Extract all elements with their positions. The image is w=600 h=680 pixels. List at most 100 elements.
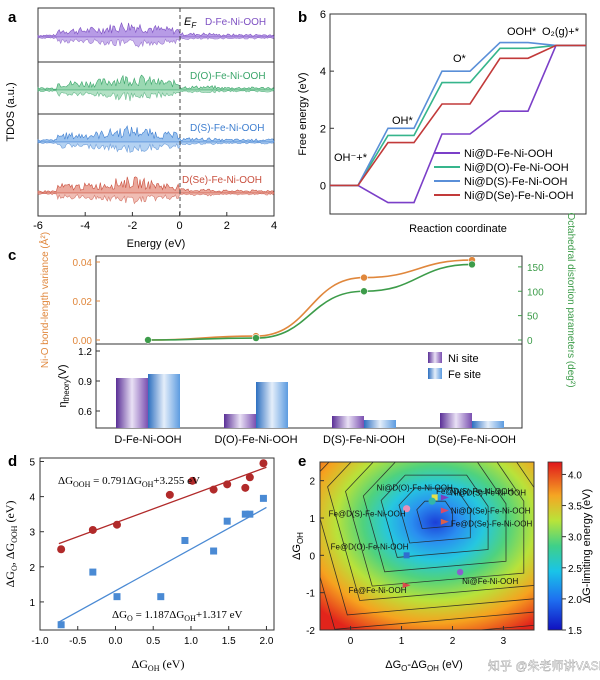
d-point-o: [181, 536, 189, 544]
c-legend-label-1: Fe site: [448, 369, 481, 381]
c-point-1: [252, 334, 260, 342]
panel-b-free-energy: 0 2 4 6 OH⁻+* OH* O* OOH* O₂(g)+* Ni@D-Fe-N…: [297, 9, 587, 235]
c-ytick-right-label: 0: [527, 336, 533, 347]
state-label-o: O*: [453, 53, 467, 65]
c-legend-label-0: Ni site: [448, 353, 479, 365]
panel-d-frame: [39, 457, 275, 631]
e-point-label: Ni@Fe-Ni-OOH: [462, 577, 518, 586]
c-point-0: [360, 273, 368, 282]
dos-spin-up-2: [37, 125, 275, 143]
e-xtick-label: 2: [450, 636, 456, 647]
e-contour: [398, 487, 471, 544]
c-ytick-right-label: 50: [527, 312, 539, 323]
panel-a-xlabel: Energy (eV): [127, 238, 186, 250]
e-xtick-label: 3: [501, 636, 507, 647]
panel-d-xlabel: ΔGOH (eV): [132, 657, 185, 673]
state-label-oh: OH*: [392, 115, 414, 127]
c-point-1: [468, 260, 476, 269]
colorbar-tick-label: 3.5: [568, 502, 582, 513]
panel-e-frame: [319, 461, 535, 631]
e-point-label: Fe@D(S)-Fe-Ni-OOH: [329, 510, 406, 519]
e-point-label: Fe@Fe-Ni-OOH: [349, 586, 407, 595]
panel-e-ylabel: ΔGOH: [291, 532, 305, 560]
eq-o: ΔGO = 1.187ΔGOH+1.317 eV: [112, 609, 242, 623]
e-point-marker: [403, 505, 411, 513]
d-ytick-label: 3: [29, 528, 35, 539]
e-ytick-label: -2: [306, 626, 315, 637]
d-point-ooh: [112, 520, 121, 529]
c-bar-ytick-label: 0.6: [78, 407, 92, 418]
c-category-label: D-Fe-Ni-OOH: [114, 434, 181, 446]
d-point-o: [241, 510, 249, 518]
c-bar-1-3: [472, 421, 504, 428]
c-legend-swatch-1: [428, 368, 442, 379]
c-point-1: [144, 336, 152, 344]
state-label-o2: O₂(g)+*: [542, 26, 580, 38]
e-contour: [416, 500, 453, 530]
e-point-label: Fe@D(Se)-Fe-Ni-OOH: [451, 520, 533, 529]
e-contour: [362, 462, 507, 573]
d-point-o: [157, 593, 165, 601]
d-point-ooh: [209, 485, 218, 494]
state-label-ooh: OOH*: [507, 26, 537, 38]
d-xtick-label: -0.5: [69, 636, 87, 647]
colorbar-tick-label: 2.0: [568, 595, 582, 606]
panel-c-top-frame: [95, 255, 523, 345]
d-point-o: [89, 568, 97, 576]
d-ytick-label: 1: [29, 598, 35, 609]
dos-label-dse: D(Se)-Fe-Ni-OOH: [182, 175, 262, 186]
e-point-marker: [440, 494, 449, 501]
c-curve-1: [147, 263, 473, 341]
c-ytick-right-label: 150: [527, 263, 544, 274]
c-bar-1-1: [256, 382, 288, 428]
a-xtick-label: 0: [177, 220, 183, 232]
c-point-1: [360, 287, 368, 296]
panel-label-c: c: [8, 247, 16, 264]
colorbar-tick-label: 3.0: [568, 533, 582, 544]
b-legend-label-2: Ni@D(S)-Fe-Ni-OOH: [464, 176, 567, 188]
e-point-label: Fe@D(S)-Fe-Ni-OOH: [436, 487, 513, 496]
e-point-marker: [431, 494, 438, 501]
colorbar-tick-label: 1.5: [568, 626, 582, 637]
d-xtick-label: 0.5: [146, 636, 160, 647]
dos-spin-up-0: [37, 22, 275, 38]
c-bar-1-0: [148, 374, 180, 428]
dos-spin-up-3: [37, 176, 275, 194]
colorbar: [547, 461, 563, 631]
b-ytick-label: 4: [320, 66, 326, 78]
d-point-o: [57, 621, 65, 629]
colorbar-tick-label: 4.0: [568, 470, 582, 481]
colorbar-label: ΔG-limiting energy (eV): [581, 489, 593, 603]
c-bar-0-1: [224, 414, 256, 428]
d-point-ooh: [223, 480, 232, 489]
panel-d-scaling: -1.0 -0.5 0.0 0.5 1.0 1.5 2.0 1 2 3 4 5 ΔGOOH = 0.7…: [3, 457, 275, 673]
eq-ooh: ΔGOOH = 0.791ΔGOH+3.255 eV: [58, 475, 200, 489]
d-point-ooh: [88, 525, 97, 534]
b-legend-label-3: Ni@D(Se)-Fe-Ni-OOH: [464, 190, 574, 202]
panel-b-frame: [329, 13, 587, 215]
c-bar-1-2: [364, 420, 396, 428]
e-xtick-label: 0: [348, 636, 354, 647]
c-bar-ytick-label: 1.2: [78, 347, 92, 358]
c-category-label: D(Se)-Fe-Ni-OOH: [428, 434, 516, 446]
a-xtick-label: -4: [80, 220, 90, 232]
e-xtick-label: 1: [399, 636, 405, 647]
panel-c-bottom-frame: [95, 343, 523, 429]
e-point-label: Fe@D(O)-Fe-Ni-OOH: [331, 542, 409, 551]
c-ytick-left-label: 0.02: [73, 297, 93, 308]
a-xtick-label: -2: [128, 220, 138, 232]
b-series-line-0: [330, 44, 586, 204]
d-fit-line-1: [58, 506, 267, 623]
c-bar-0-0: [116, 378, 148, 428]
panel-e-xlabel: ΔGO-ΔGOH (eV): [385, 659, 463, 673]
e-ytick-label: -1: [306, 589, 315, 600]
e-contour: [320, 575, 534, 630]
c-ytick-right-label: 100: [527, 287, 544, 298]
dos-label-do: D(O)-Fe-Ni-OOH: [190, 71, 266, 82]
e-point-marker: [402, 582, 411, 589]
e-point-marker: [428, 497, 436, 505]
b-ytick-label: 0: [320, 180, 326, 192]
panel-a-tdos: EF D-Fe-Ni-OOH D(O)-Fe-Ni-OOH D(S)-Fe-Ni…: [5, 7, 277, 250]
